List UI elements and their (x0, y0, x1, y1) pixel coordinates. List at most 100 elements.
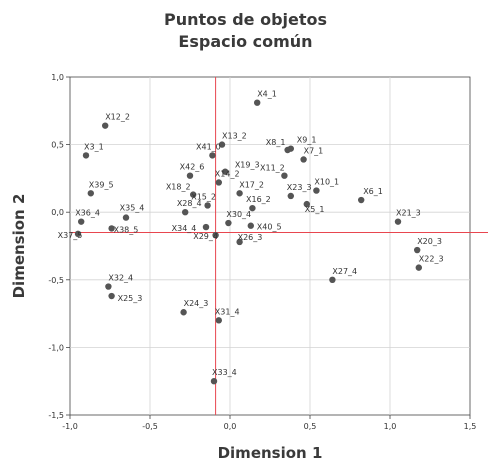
data-point (300, 156, 307, 163)
point-label: X33_4 (212, 368, 237, 377)
point-label: X6_1 (363, 187, 383, 196)
point-label: X28_4 (177, 199, 202, 208)
point-label: X31_4 (215, 307, 240, 316)
data-point (222, 168, 229, 175)
point-label: X18_2 (166, 183, 191, 192)
data-point (87, 190, 95, 197)
data-point (82, 152, 90, 159)
data-point (281, 172, 288, 179)
data-point (249, 204, 256, 212)
chart-subtitle: Espacio común (178, 32, 313, 51)
point-label: X19_3 (235, 161, 260, 170)
reference-lines (70, 77, 488, 415)
data-point (78, 218, 85, 225)
data-point (236, 190, 243, 197)
point-label: X16_2 (246, 195, 271, 204)
point-label: X8_1 (266, 138, 286, 147)
data-point (186, 172, 194, 179)
y-tick-label: -0,5 (48, 276, 64, 285)
data-point (209, 152, 216, 159)
data-point (182, 209, 189, 216)
y-tick-label: 0,5 (51, 141, 64, 150)
point-label: X24_3 (184, 299, 209, 308)
point-label: X11_2 (260, 164, 285, 173)
y-axis-label: Dimension 2 (10, 194, 28, 299)
data-point (102, 122, 109, 129)
y-tick-label: 1,0 (51, 73, 64, 82)
data-point (74, 230, 82, 238)
x-tick-label: 0,5 (304, 422, 317, 431)
x-tick-label: 1,5 (464, 422, 477, 431)
grid (70, 77, 470, 415)
point-label: X38_5 (114, 225, 139, 234)
point-label: X34_4 (172, 224, 197, 233)
x-tick-label: -1,0 (62, 422, 78, 431)
data-point (329, 276, 336, 283)
axis-ticks: -1,0 -0,5 0,0 0,5 1,0 1,5 1,0 0,5 0,0 -0,5 -1,0 -1,… (48, 73, 476, 431)
data-point (414, 246, 421, 254)
point-label: X5_1 (305, 205, 325, 214)
chart-title: Puntos de objetos (163, 10, 328, 29)
point-label: X41_0 (196, 142, 221, 151)
data-point (122, 214, 130, 221)
x-tick-label: -0,5 (142, 422, 158, 431)
point-label: X37_5 (58, 231, 83, 240)
data-point (313, 187, 320, 194)
x-axis-label: Dimension 1 (218, 444, 323, 462)
point-label: X10_1 (314, 178, 339, 187)
point-label: X40_5 (257, 223, 282, 232)
point-label: X35_4 (120, 204, 145, 213)
data-point (105, 283, 112, 290)
data-point (254, 99, 261, 106)
point-label: X9_1 (297, 136, 317, 145)
point-label: X13_2 (222, 132, 247, 141)
data-point (287, 192, 294, 200)
data-point (215, 179, 222, 186)
point-label: X23_3 (287, 183, 312, 192)
point-label: X32_4 (108, 274, 133, 283)
point-label: X25_3 (118, 294, 143, 303)
point-label: X20_3 (417, 237, 442, 246)
data-point (358, 196, 365, 204)
point-label: X4_1 (257, 90, 277, 99)
point-label: X27_4 (332, 267, 357, 276)
point-label: X7_1 (304, 146, 324, 155)
data-point (287, 145, 294, 152)
data-point (225, 219, 232, 227)
point-label: X22_3 (419, 255, 444, 264)
data-point (415, 264, 422, 271)
point-label: X14_2 (215, 169, 240, 178)
y-tick-label: -1,0 (48, 343, 64, 352)
point-label: X17_2 (239, 180, 264, 189)
point-label: X42_6 (180, 163, 205, 172)
data-point (204, 202, 211, 209)
point-label: X36_4 (75, 209, 100, 218)
data-point (108, 292, 115, 300)
data-point (218, 141, 226, 148)
point-label: X21_3 (396, 209, 421, 218)
data-point (247, 222, 254, 229)
data-point (236, 238, 243, 246)
x-tick-label: 1,0 (384, 422, 397, 431)
point-label: X29_4 (193, 232, 218, 241)
plot-frame (69, 76, 471, 416)
point-label: X15_2 (191, 192, 216, 201)
data-point (202, 223, 210, 231)
data-point (108, 225, 115, 232)
point-label: X3_1 (84, 142, 104, 151)
point-label: X26_3 (238, 233, 263, 242)
data-point (215, 317, 222, 324)
y-tick-label: -1,5 (48, 411, 64, 420)
data-point (394, 218, 402, 225)
data-point (303, 200, 310, 208)
data-point (180, 309, 187, 316)
data-point (212, 231, 219, 239)
data-point (210, 378, 218, 385)
point-label: X39_5 (89, 180, 114, 189)
x-tick-label: 0,0 (224, 422, 237, 431)
point-label: X30_4 (226, 210, 251, 219)
y-tick-label: 0,0 (51, 208, 64, 217)
data-point (190, 191, 197, 198)
